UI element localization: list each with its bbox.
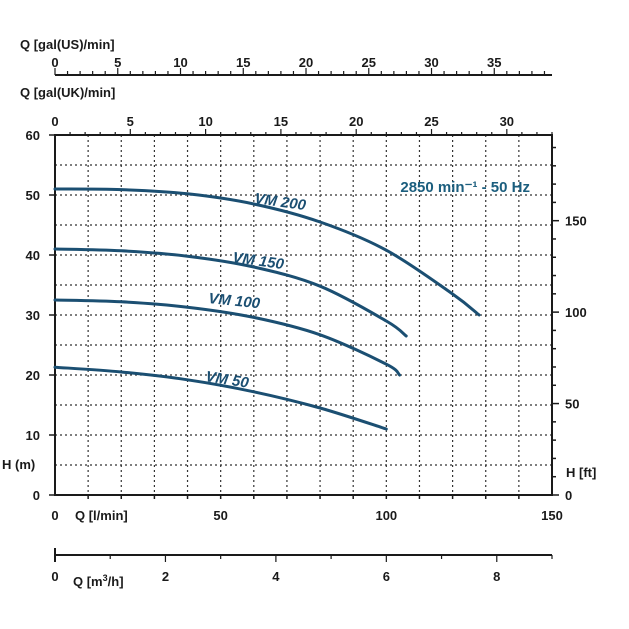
speed-frequency-annotation: 2850 min⁻¹ - 50 Hz bbox=[400, 179, 530, 196]
m3h-axis-label: Q [m3/h] bbox=[73, 573, 124, 589]
m3h-axis-tick-label: 4 bbox=[272, 569, 280, 584]
series-label-vm-100: VM 100 bbox=[208, 290, 262, 312]
us-axis-tick-label: 35 bbox=[487, 55, 501, 70]
curve-vm-150 bbox=[53, 247, 408, 338]
us-axis-tick-label: 30 bbox=[424, 55, 438, 70]
us-axis-tick-label: 5 bbox=[114, 55, 121, 70]
series-label-vm-150: VM 150 bbox=[231, 249, 285, 273]
left-axis-tick-label: 0 bbox=[33, 488, 40, 503]
m3h-axis-tick-label: 8 bbox=[493, 569, 500, 584]
left-axis-tick-label: 10 bbox=[26, 428, 40, 443]
left-axis-tick-label: 30 bbox=[26, 308, 40, 323]
bottom-axis-tick-label: 50 bbox=[213, 508, 227, 523]
right-axis-tick-label: 100 bbox=[565, 305, 587, 320]
uk-axis-tick-label: 0 bbox=[51, 114, 58, 129]
us-axis-tick-label: 25 bbox=[362, 55, 376, 70]
series-label-vm-200: VM 200 bbox=[253, 190, 307, 214]
uk-axis-tick-label: 15 bbox=[274, 114, 288, 129]
curve-vm-100 bbox=[53, 298, 402, 377]
left-axis-tick-label: 40 bbox=[26, 248, 40, 263]
us-axis-tick-label: 20 bbox=[299, 55, 313, 70]
uk-axis-tick-label: 30 bbox=[500, 114, 514, 129]
curve-vm-200 bbox=[53, 187, 481, 317]
uk-axis-label: Q [gal(UK)/min] bbox=[20, 85, 115, 100]
series-label-vm-50: VM 50 bbox=[204, 368, 250, 392]
uk-axis-tick-label: 5 bbox=[127, 114, 134, 129]
bottom-axis-tick-label: 150 bbox=[541, 508, 563, 523]
uk-axis-tick-label: 25 bbox=[424, 114, 438, 129]
right-axis-tick-label: 0 bbox=[565, 488, 572, 503]
m3h-axis-tick-label: 0 bbox=[51, 569, 58, 584]
bottom-axis-label: Q [l/min] bbox=[75, 508, 128, 523]
right-axis-tick-label: 50 bbox=[565, 397, 579, 412]
right-axis-label: H [ft] bbox=[566, 465, 596, 480]
m3h-axis-tick-label: 2 bbox=[162, 569, 169, 584]
us-axis-tick-label: 0 bbox=[51, 55, 58, 70]
us-axis-tick-label: 15 bbox=[236, 55, 250, 70]
us-axis-label: Q [gal(US)/min] bbox=[20, 37, 115, 52]
left-axis-tick-label: 50 bbox=[26, 188, 40, 203]
bottom-axis-tick-label: 100 bbox=[375, 508, 397, 523]
curve-vm-50 bbox=[53, 365, 388, 431]
us-axis-tick-label: 10 bbox=[173, 55, 187, 70]
left-axis-tick-label: 60 bbox=[26, 128, 40, 143]
bottom-axis-tick-label: 0 bbox=[51, 508, 58, 523]
left-axis-label: H (m) bbox=[2, 457, 35, 472]
plot-grid bbox=[55, 135, 552, 495]
uk-axis-tick-label: 10 bbox=[198, 114, 212, 129]
right-axis-tick-label: 150 bbox=[565, 214, 587, 229]
left-axis-tick-label: 20 bbox=[26, 368, 40, 383]
m3h-axis-tick-label: 6 bbox=[383, 569, 390, 584]
uk-axis-tick-label: 20 bbox=[349, 114, 363, 129]
